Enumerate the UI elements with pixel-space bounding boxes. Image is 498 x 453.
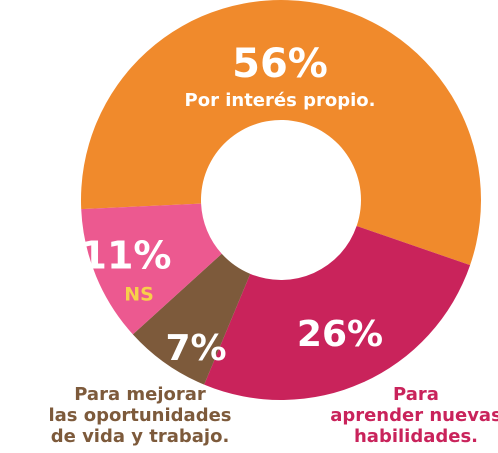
category-label: Para mejorar — [74, 384, 206, 405]
donut-segment — [81, 0, 482, 266]
donut-segment — [204, 226, 471, 400]
value-label: 11% — [81, 234, 172, 278]
donut-segment — [81, 203, 222, 335]
category-label: aprender nuevas — [330, 405, 498, 426]
value-label: 7% — [165, 328, 226, 369]
category-label: habilidades. — [354, 426, 478, 447]
category-label: Para — [393, 384, 439, 405]
category-label: las oportunidades — [48, 405, 231, 426]
value-label: 26% — [297, 314, 383, 355]
category-label: Por interés propio. — [185, 90, 376, 111]
donut-segment — [132, 253, 251, 385]
category-label: NS — [124, 284, 154, 306]
value-label: 56% — [232, 41, 328, 87]
category-label: de vida y trabajo. — [51, 426, 230, 447]
